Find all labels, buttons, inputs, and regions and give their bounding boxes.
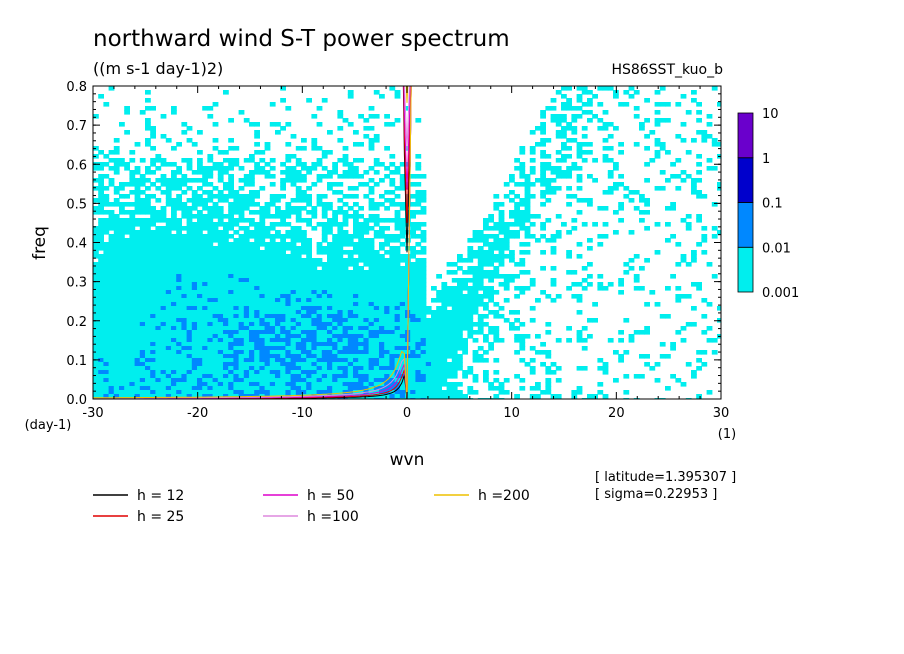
y-unit-label: (day-1) [25,418,72,433]
legend-label: h = 12 [137,488,184,504]
chart-units: ((m s-1 day-1)2) [93,59,223,78]
x-tick-label: -20 [187,406,208,421]
legend-label: h =200 [478,488,530,504]
power-shading [93,86,721,399]
y-tick-label: 0.1 [66,354,87,369]
colorbar-label: 0.001 [762,286,799,301]
colorbar: 0.001 0.01 0.1 1 10 [737,107,799,301]
inertia-gravity-curve [403,86,411,223]
x-tick-label: 30 [713,406,730,421]
legend-label: h = 25 [137,509,184,525]
y-tick-label: 0.5 [66,197,87,212]
colorbar-label: 1 [762,152,770,167]
x-axis-title: wvn [390,450,425,470]
x-tick-label: -30 [82,406,103,421]
y-tick-label: 0.3 [66,276,87,291]
x-unit-label: (1) [718,427,736,442]
inertia-gravity-curve [404,86,410,151]
y-tick-label: 0.7 [66,119,87,134]
sigma-annotation: [ sigma=0.22953 ] [595,487,717,502]
latitude-annotation: [ latitude=1.395307 ] [595,470,736,485]
experiment-label: HS86SST_kuo_b [611,62,723,78]
y-tick-label: 0.8 [66,80,87,95]
rossby-curve [93,350,408,399]
y-tick-label: 0.0 [66,393,87,408]
inertia-gravity-curve [402,86,412,253]
colorbar-label: 0.1 [762,197,783,212]
x-tick-label: -10 [292,406,313,421]
chart-title: northward wind S-T power spectrum [93,26,510,52]
inertia-gravity-curve [403,86,411,190]
colorbar-swatch [737,157,754,203]
colorbar-label: 0.01 [762,241,791,256]
y-axis: 0.0 0.1 0.2 0.3 0.4 0.5 0.6 0.7 0.8 [66,80,721,408]
x-axis: -30 -20 -10 0 10 20 30 [82,86,729,421]
legend: h = 12 h = 25 h = 50 h =100 h =200 [93,488,530,525]
y-axis-title: freq [30,226,50,260]
inertia-gravity-curve [405,86,409,103]
y-tick-label: 0.2 [66,315,87,330]
x-tick-label: 10 [503,406,520,421]
x-tick-label: 20 [608,406,625,421]
colorbar-swatch [737,246,754,293]
colorbar-swatch [737,112,754,159]
y-tick-label: 0.4 [66,237,87,252]
legend-label: h =100 [307,509,359,525]
dispersion-curves [93,86,412,399]
colorbar-swatch [737,202,754,248]
x-tick-label: 0 [403,406,411,421]
y-tick-label: 0.6 [66,158,87,173]
colorbar-label: 10 [762,107,779,122]
legend-label: h = 50 [307,488,354,504]
